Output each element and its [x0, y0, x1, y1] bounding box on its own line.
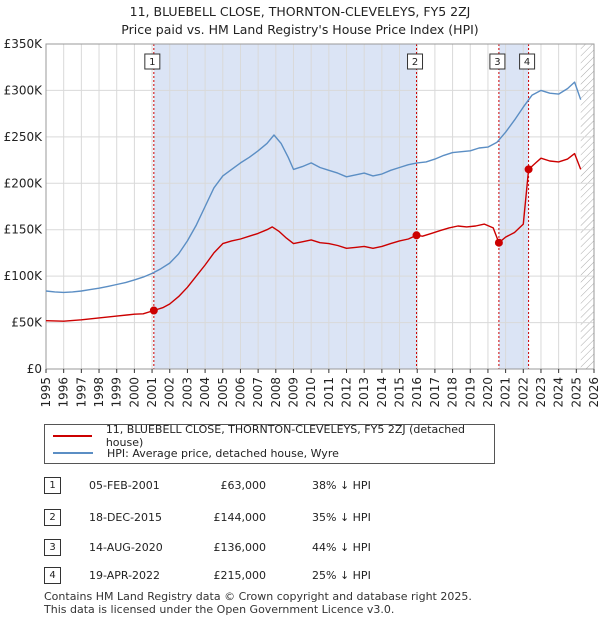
- x-tick-label: 2015: [393, 377, 407, 408]
- series-line-property: [45, 152, 582, 322]
- sale-point: [412, 231, 421, 240]
- x-tick-label: 1996: [57, 377, 71, 408]
- table-row: 4 19-APR-2022 £215,000 25% ↓ HPI: [44, 566, 564, 586]
- row-hpi-diff: 44% ↓ HPI: [312, 541, 371, 554]
- plot-border: [45, 43, 595, 370]
- row-number-badge: 1: [44, 477, 61, 494]
- x-tick-label: 2011: [322, 377, 336, 408]
- row-hpi-diff: 35% ↓ HPI: [312, 511, 371, 524]
- row-date: 14-AUG-2020: [89, 541, 163, 554]
- sale-point: [524, 165, 533, 174]
- x-tick-label: 1998: [92, 377, 106, 408]
- x-tick-label: 2005: [216, 377, 230, 408]
- footer-licence: This data is licensed under the Open Gov…: [44, 603, 395, 616]
- x-tick-label: 2003: [180, 377, 194, 408]
- x-tick-label: 2023: [534, 377, 548, 408]
- legend: 11, BLUEBELL CLOSE, THORNTON-CLEVELEYS, …: [44, 423, 495, 464]
- x-tick-label: 1997: [74, 377, 88, 408]
- sale-point: [494, 238, 503, 247]
- table-row: 2 18-DEC-2015 £144,000 35% ↓ HPI: [44, 508, 564, 528]
- x-tick-label: 2002: [163, 377, 177, 408]
- x-tick-label: 2010: [304, 377, 318, 408]
- row-date: 18-DEC-2015: [89, 511, 163, 524]
- x-tick-label: 2025: [569, 377, 583, 408]
- footer-copyright: Contains HM Land Registry data © Crown c…: [44, 590, 472, 603]
- future-hatch: [580, 44, 594, 369]
- x-tick-label: 2022: [516, 377, 530, 408]
- x-tick-label: 2019: [463, 377, 477, 408]
- transaction-label-box: [144, 53, 161, 70]
- chart-title: 11, BLUEBELL CLOSE, THORNTON-CLEVELEYS, …: [129, 4, 471, 19]
- row-price: £144,000: [213, 511, 267, 524]
- row-hpi-diff: 38% ↓ HPI: [312, 479, 371, 492]
- x-tick-label: 2021: [499, 377, 513, 408]
- y-tick-label: £200K: [4, 176, 44, 190]
- legend-item-hpi: HPI: Average price, detached house, Wyre: [53, 445, 339, 461]
- x-tick-label: 2007: [251, 377, 265, 408]
- sale-point: [149, 306, 158, 315]
- row-number-badge: 4: [44, 567, 61, 584]
- row-number-badge: 3: [44, 539, 61, 556]
- x-tick-label: 2004: [198, 377, 212, 408]
- x-tick-label: 2014: [375, 377, 389, 408]
- x-tick-label: 1995: [39, 377, 53, 408]
- chart-subtitle: Price paid vs. HM Land Registry's House …: [121, 22, 479, 37]
- transaction-label-box: [519, 53, 536, 70]
- transaction-label: 1: [149, 57, 155, 68]
- x-tick-label: 2000: [127, 377, 141, 408]
- y-tick-label: £150K: [4, 223, 44, 237]
- x-tick-label: 2008: [269, 377, 283, 408]
- row-date: 05-FEB-2001: [89, 479, 160, 492]
- x-tick-label: 2017: [428, 377, 442, 408]
- y-tick-label: £350K: [4, 37, 44, 51]
- y-tick-label: £50K: [11, 316, 43, 330]
- legend-label-property: 11, BLUEBELL CLOSE, THORNTON-CLEVELEYS, …: [105, 423, 465, 449]
- y-tick-label: £250K: [4, 130, 44, 144]
- shaded-ownership-range: [153, 44, 417, 369]
- series-line-hpi: [45, 81, 582, 294]
- y-tick-label: £300K: [4, 83, 44, 97]
- y-tick-label: £0: [27, 362, 42, 376]
- row-number-badge: 2: [44, 509, 61, 526]
- legend-swatch-hpi: [53, 452, 93, 454]
- transaction-label: 3: [494, 57, 500, 68]
- x-tick-label: 2026: [587, 377, 600, 408]
- x-tick-label: 2016: [410, 377, 424, 408]
- x-tick-label: 2006: [233, 377, 247, 408]
- price-chart: 1 2 3 4 £0 £50K £100K £150K £200K £250K £300K £350K…: [4, 37, 600, 408]
- table-row: 1 05-FEB-2001 £63,000 38% ↓ HPI: [44, 476, 564, 496]
- x-tick-label: 2001: [145, 377, 159, 408]
- row-price: £215,000: [213, 569, 267, 582]
- x-tick-label: 1999: [110, 377, 124, 408]
- row-price: £63,000: [220, 479, 267, 492]
- legend-label-hpi: HPI: Average price, detached house, Wyre: [107, 446, 339, 460]
- row-date: 19-APR-2022: [89, 569, 161, 582]
- shaded-ownership-range: [498, 44, 529, 369]
- row-hpi-diff: 25% ↓ HPI: [312, 569, 371, 582]
- row-price: £136,000: [213, 541, 267, 554]
- transaction-label: 2: [412, 57, 418, 68]
- x-tick-label: 2018: [446, 377, 460, 408]
- x-tick-label: 2012: [340, 377, 354, 408]
- transaction-label-box: [489, 53, 506, 70]
- transaction-label-box: [407, 53, 424, 70]
- x-tick-label: 2024: [552, 377, 566, 408]
- x-tick-label: 2013: [357, 377, 371, 408]
- y-tick-label: £100K: [4, 269, 44, 283]
- x-tick-label: 2009: [286, 377, 300, 408]
- legend-item-property: 11, BLUEBELL CLOSE, THORNTON-CLEVELEYS, …: [53, 423, 494, 449]
- transaction-label: 4: [524, 57, 530, 68]
- x-tick-label: 2020: [481, 377, 495, 408]
- legend-swatch-property: [53, 435, 92, 437]
- table-row: 3 14-AUG-2020 £136,000 44% ↓ HPI: [44, 538, 564, 558]
